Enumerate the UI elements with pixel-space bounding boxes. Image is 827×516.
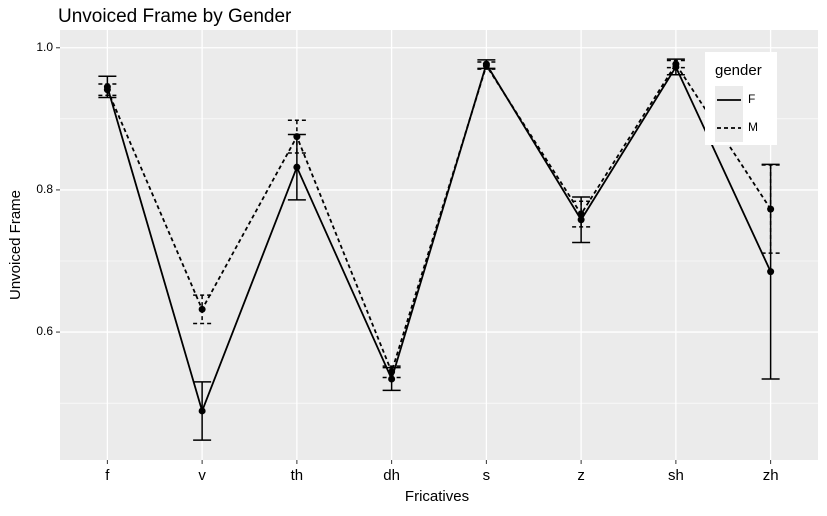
x-tick-label: dh [383,467,400,484]
chart-title: Unvoiced Frame by Gender [58,6,292,27]
point [103,86,111,94]
point [293,133,301,141]
x-tick-label: s [483,467,491,484]
y-tick-label: 1.0 [36,40,53,54]
legend-label: M [748,120,758,134]
legend-label: F [748,92,755,106]
y-axis-label: Unvoiced Frame [7,190,24,300]
x-tick-label: zh [763,467,779,484]
point [672,60,680,68]
point [482,62,490,70]
error-bar [572,200,591,228]
point [767,205,775,213]
y-tick-label: 0.8 [36,182,53,196]
point [767,268,775,276]
error-bar [382,365,401,379]
point [293,163,301,171]
x-tick-label: sh [668,467,684,484]
point [198,407,206,415]
point [198,305,206,313]
point [577,210,585,218]
error-bar [98,83,117,97]
x-tick-label: f [105,467,110,484]
series-line [106,62,772,375]
point [388,368,396,376]
legend-title: gender [715,62,762,79]
x-tick-label: v [198,467,206,484]
y-tick-label: 0.6 [36,324,53,338]
x-axis-label: Fricatives [405,488,469,505]
x-tick-label: z [577,467,585,484]
x-tick-label: th [291,467,304,484]
point [577,216,585,224]
